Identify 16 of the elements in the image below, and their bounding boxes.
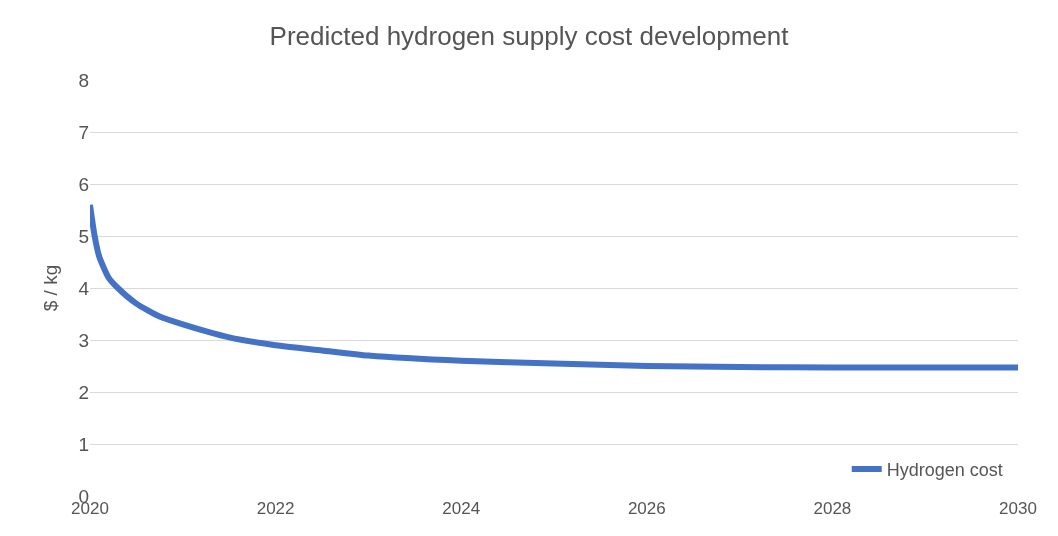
y-tick-label: 4 bbox=[78, 277, 90, 299]
x-tick-label: 2026 bbox=[627, 499, 666, 518]
y-tick-label: 1 bbox=[78, 433, 89, 455]
y-tick-label: 7 bbox=[78, 121, 89, 143]
y-tick-label: 3 bbox=[78, 329, 89, 351]
y-axis-title: $ / kg bbox=[40, 264, 62, 312]
y-tick-label: 8 bbox=[78, 69, 89, 91]
y-tick-label: 2 bbox=[78, 381, 89, 403]
y-tick-label: 5 bbox=[78, 225, 89, 247]
x-tick-label: 2022 bbox=[256, 499, 295, 518]
x-tick-label: 2030 bbox=[999, 499, 1037, 518]
chart-title: Predicted hydrogen supply cost development bbox=[269, 21, 790, 51]
y-tick-label: 6 bbox=[78, 173, 89, 195]
x-tick-label: 2028 bbox=[813, 499, 852, 518]
legend-label: Hydrogen cost bbox=[886, 459, 1003, 480]
x-tick-label: 2024 bbox=[442, 499, 481, 518]
